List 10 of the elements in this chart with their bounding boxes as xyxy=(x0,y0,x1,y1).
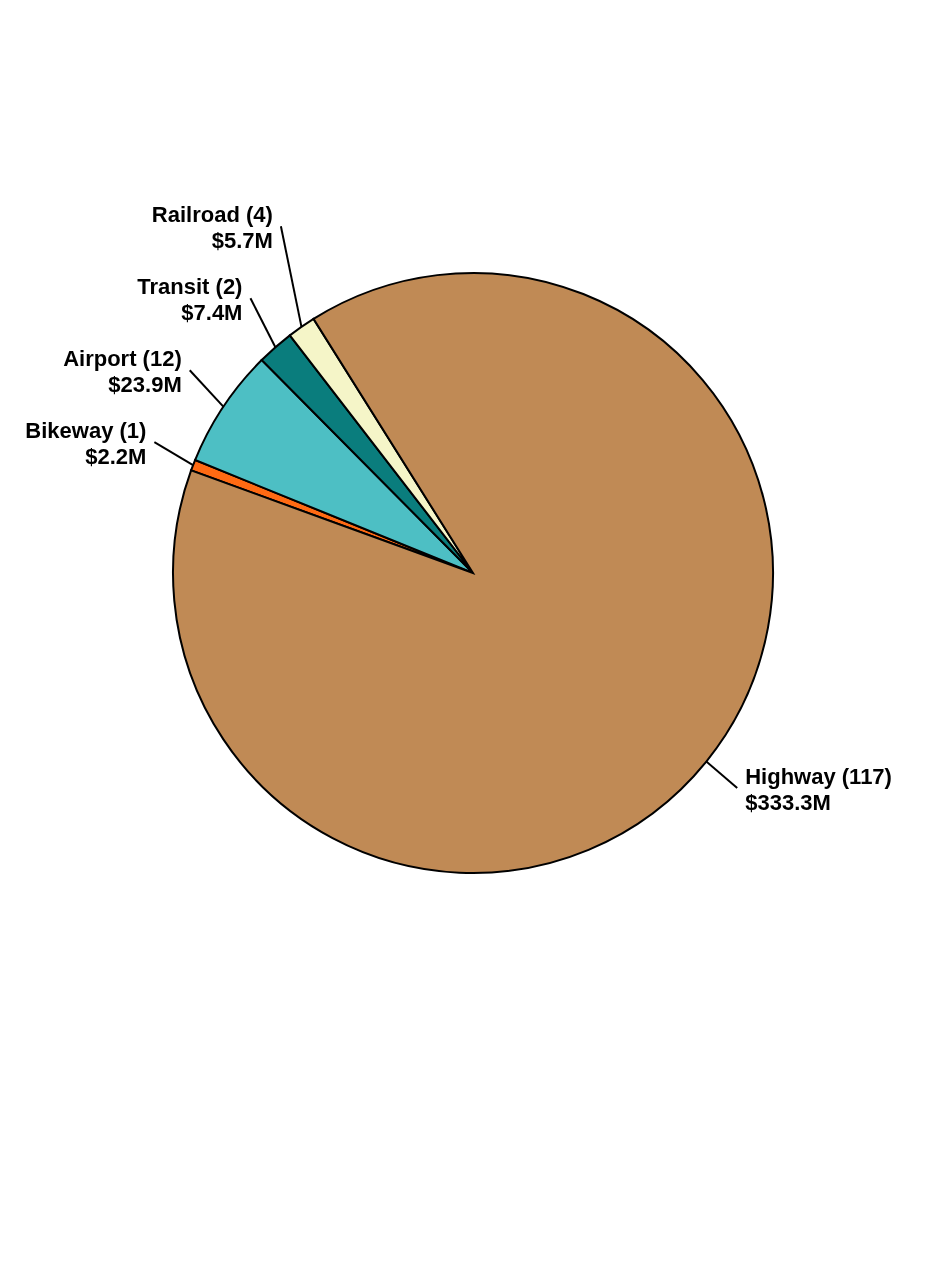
data-label: $333.3M xyxy=(745,789,831,815)
slice-label: Highway (117) xyxy=(745,763,892,789)
slice-label: Airport (12) xyxy=(63,346,182,372)
slice-label: Transit (2) xyxy=(137,274,243,300)
data-label: $5.7M xyxy=(211,228,273,254)
data-label: $7.4M xyxy=(181,300,243,326)
slice-label: Bikeway (1) xyxy=(25,418,147,444)
data-label: $2.2M xyxy=(85,444,147,470)
data-label: $23.9M xyxy=(108,372,182,398)
slice-label: Railroad (4) xyxy=(151,202,273,228)
